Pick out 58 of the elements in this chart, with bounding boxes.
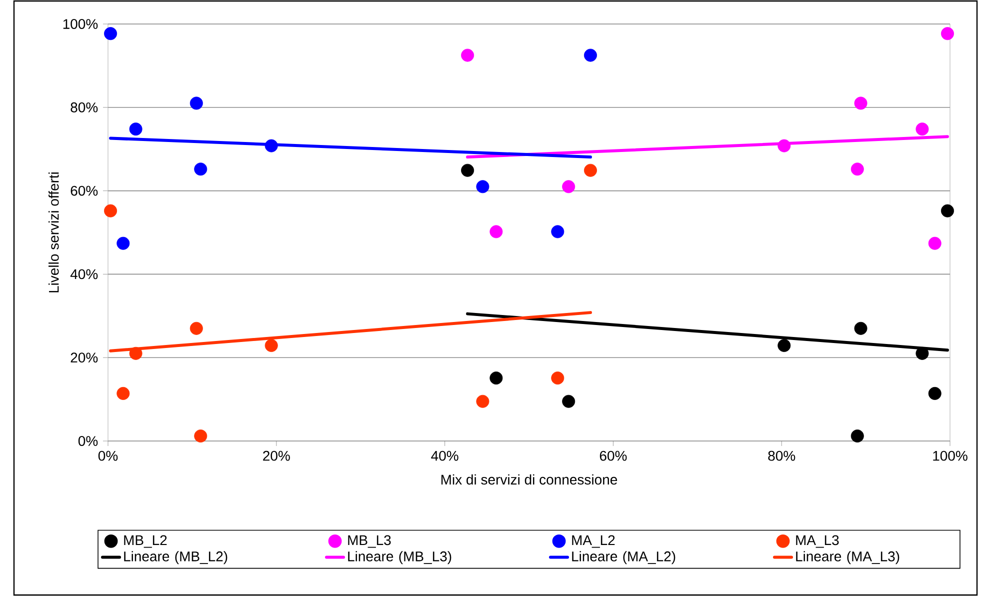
point [476, 180, 490, 194]
point [264, 339, 278, 352]
legend-label: MB_L3 [348, 535, 391, 548]
point [916, 346, 929, 360]
y-tick-label: 80% [70, 102, 98, 112]
point [940, 27, 954, 40]
x-tick-label: 80% [768, 450, 796, 461]
legend-label: Lineare (MA_L3) [796, 551, 900, 564]
point [916, 122, 929, 136]
point [461, 48, 474, 62]
point [490, 225, 503, 238]
x-tick-label: 40% [431, 450, 458, 461]
point [940, 204, 954, 218]
x-tick-label: 0% [98, 450, 118, 461]
y-tick-label: 20% [70, 352, 98, 363]
legend-label: MA_L3 [796, 535, 839, 548]
y-tick-label: 40% [70, 269, 98, 280]
point [854, 322, 868, 335]
point [854, 96, 868, 110]
point [116, 386, 130, 400]
legend-label: Lineare (MA_L2) [572, 551, 676, 564]
point [264, 139, 278, 152]
point [104, 204, 118, 218]
point [116, 236, 130, 250]
point [850, 162, 864, 176]
point [476, 394, 490, 408]
y-axis-title: Livello servizi offerti [48, 172, 59, 292]
point [190, 322, 203, 335]
point [928, 386, 942, 400]
x-tick-label: 100% [933, 450, 968, 461]
x-axis-title: Mix di servizi di connessione [441, 474, 618, 485]
point [562, 180, 576, 194]
point [928, 236, 942, 250]
point [104, 27, 118, 40]
legend-label: Lineare (MB_L3) [348, 551, 452, 564]
legend-label: MA_L2 [572, 535, 615, 548]
legend-label: Lineare (MB_L2) [124, 551, 228, 564]
point [778, 339, 791, 352]
point [194, 162, 208, 176]
point [551, 225, 564, 238]
point [584, 164, 597, 177]
y-tick-label: 0% [78, 436, 98, 446]
point [490, 372, 503, 385]
point [129, 122, 142, 136]
point [190, 96, 203, 110]
point [461, 164, 474, 177]
point [584, 48, 597, 62]
point [194, 429, 208, 442]
point [778, 139, 791, 152]
x-tick-label: 60% [600, 450, 627, 461]
point [551, 372, 564, 385]
y-tick-label: 100% [63, 19, 98, 29]
y-tick-label: 60% [70, 186, 98, 196]
point [129, 346, 142, 360]
point [850, 429, 864, 442]
legend-label: MB_L2 [124, 535, 167, 548]
x-tick-label: 20% [263, 450, 290, 461]
point [562, 394, 576, 408]
